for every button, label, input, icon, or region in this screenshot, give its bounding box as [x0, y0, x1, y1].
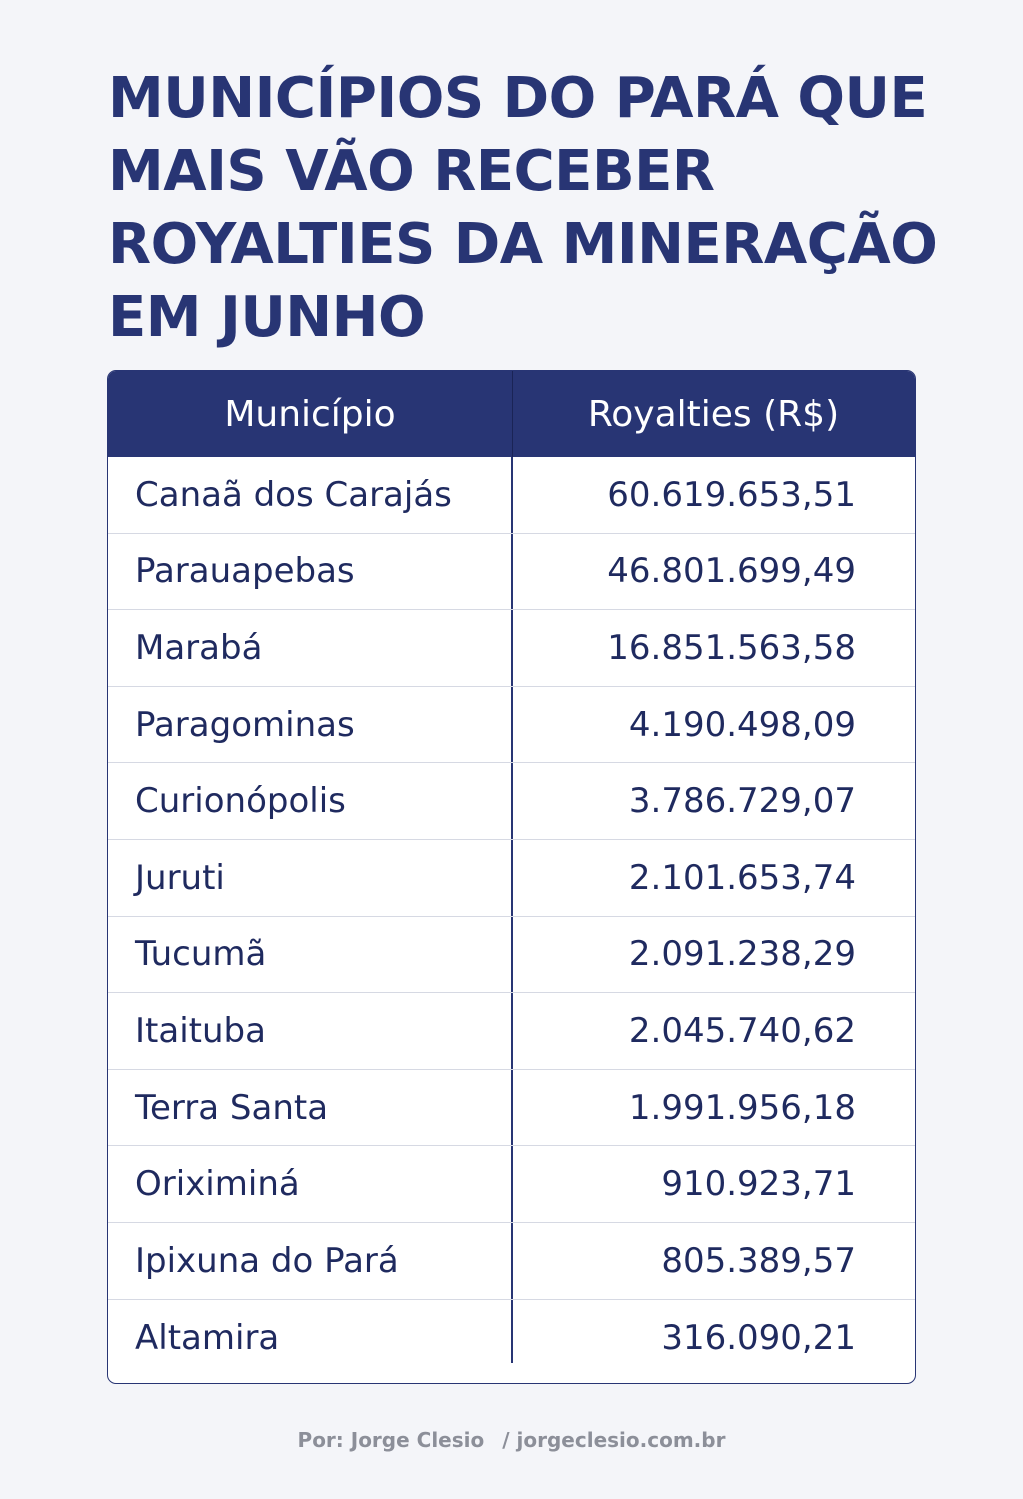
cell-royalties: 60.619.653,51	[607, 474, 856, 515]
cell-royalties: 316.090,21	[661, 1317, 856, 1358]
table-row: Parauapebas 46.801.699,49	[108, 534, 915, 611]
table-row: Ipixuna do Pará 805.389,57	[108, 1223, 915, 1300]
cell-municipio: Juruti	[135, 857, 225, 898]
cell-municipio: Oriximiná	[135, 1164, 300, 1205]
cell-royalties: 2.101.653,74	[628, 857, 856, 898]
table-row: Juruti 2.101.653,74	[108, 840, 915, 917]
footer-credit: Por: Jorge Clesio / jorgeclesio.com.br	[0, 1428, 1023, 1452]
cell-royalties: 4.190.498,09	[628, 704, 856, 745]
cell-municipio: Ipixuna do Pará	[135, 1240, 399, 1281]
header-royalties: Royalties (R$)	[512, 371, 914, 457]
table-row: Altamira 316.090,21	[108, 1300, 915, 1377]
cell-royalties: 910.923,71	[661, 1164, 856, 1205]
table-row: Itaituba 2.045.740,62	[108, 993, 915, 1070]
cell-royalties: 46.801.699,49	[607, 551, 856, 592]
cell-royalties: 2.091.238,29	[628, 934, 856, 975]
cell-municipio: Altamira	[135, 1317, 280, 1358]
table-header: Município Royalties (R$)	[108, 371, 915, 457]
table-row: Curionópolis 3.786.729,07	[108, 763, 915, 840]
cell-royalties: 3.786.729,07	[628, 781, 856, 822]
cell-municipio: Itaituba	[135, 1010, 266, 1051]
header-municipio: Município	[224, 393, 396, 435]
royalties-table: Município Royalties (R$) Canaã dos Caraj…	[107, 370, 916, 1384]
cell-royalties: 1.991.956,18	[628, 1087, 856, 1128]
cell-royalties: 2.045.740,62	[628, 1010, 856, 1051]
cell-municipio: Paragominas	[135, 704, 355, 745]
cell-municipio: Canaã dos Carajás	[135, 474, 452, 515]
footer-author: Por: Jorge Clesio	[297, 1428, 485, 1452]
table-body: Canaã dos Carajás 60.619.653,51 Parauape…	[108, 457, 915, 1376]
table-row: Terra Santa 1.991.956,18	[108, 1070, 915, 1147]
cell-municipio: Curionópolis	[135, 781, 346, 822]
cell-municipio: Tucumã	[135, 934, 267, 975]
table-row: Canaã dos Carajás 60.619.653,51	[108, 457, 915, 534]
table-row: Tucumã 2.091.238,29	[108, 917, 915, 994]
table-row: Paragominas 4.190.498,09	[108, 687, 915, 764]
column-divider	[511, 457, 513, 1363]
cell-royalties: 805.389,57	[661, 1240, 856, 1281]
table-row: Marabá 16.851.563,58	[108, 610, 915, 687]
cell-municipio: Terra Santa	[135, 1087, 329, 1128]
page-title: MUNICÍPIOS DO PARÁ QUE MAIS VÃO RECEBER …	[108, 66, 938, 350]
cell-municipio: Parauapebas	[135, 551, 355, 592]
cell-royalties: 16.851.563,58	[607, 627, 856, 668]
table-row: Oriximiná 910.923,71	[108, 1146, 915, 1223]
footer-site-link[interactable]: / jorgeclesio.com.br	[502, 1428, 726, 1452]
cell-municipio: Marabá	[135, 627, 263, 668]
